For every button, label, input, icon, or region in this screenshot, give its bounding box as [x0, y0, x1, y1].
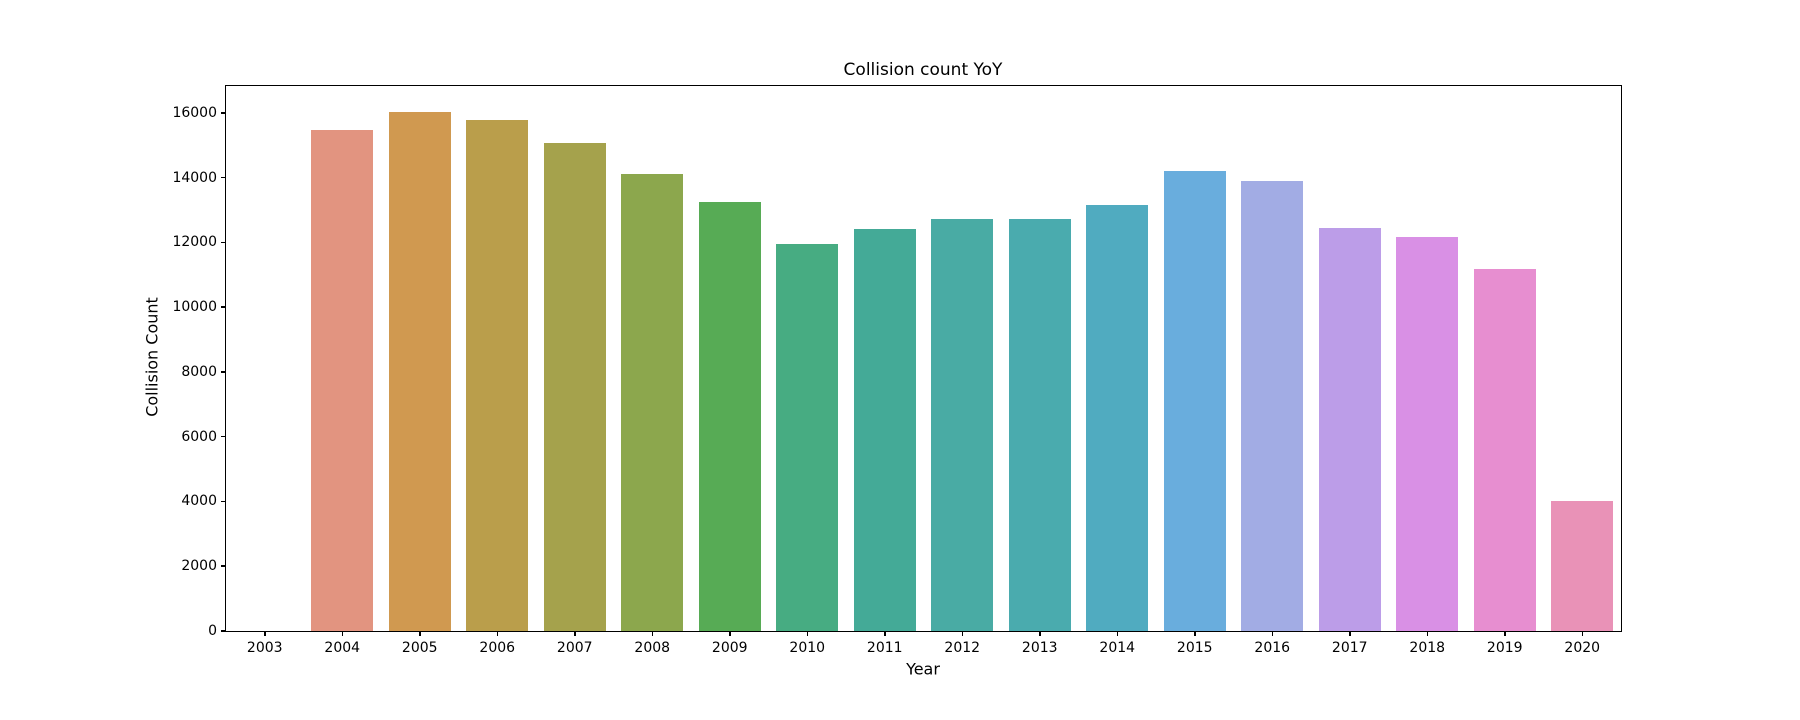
- y-tick-mark-8000: [221, 371, 226, 373]
- x-tick-label-2012: 2012: [944, 640, 981, 656]
- x-tick-label-2014: 2014: [1099, 640, 1136, 656]
- y-tick-label-16000: 16000: [172, 104, 217, 121]
- y-tick-mark-14000: [221, 176, 226, 179]
- x-tick-mark-2011: [884, 631, 886, 636]
- x-tick-mark-2014: [1116, 631, 1118, 636]
- x-tick-label-2009: 2009: [711, 640, 748, 656]
- bar-2014: [1086, 204, 1149, 631]
- y-tick-label-10000: 10000: [172, 299, 217, 316]
- x-tick-mark-2017: [1349, 631, 1351, 636]
- x-tick-label-2005: 2005: [401, 640, 438, 656]
- bar-2019: [1473, 268, 1536, 631]
- x-tick-label-2018: 2018: [1409, 640, 1446, 656]
- x-axis-label: Year: [906, 659, 940, 679]
- x-tick-mark-2005: [419, 631, 421, 636]
- bar-2013: [1008, 219, 1071, 631]
- y-tick-mark-0: [221, 630, 226, 632]
- y-axis-label: Collision Count: [142, 297, 162, 417]
- x-tick-label-2010: 2010: [789, 640, 826, 656]
- bar-2015: [1163, 170, 1226, 631]
- y-tick-mark-6000: [221, 435, 226, 438]
- y-tick-label-2000: 2000: [181, 558, 217, 575]
- bar-2011: [853, 229, 916, 631]
- bar-2018: [1396, 236, 1459, 631]
- x-tick-mark-2019: [1504, 631, 1506, 636]
- bar-2009: [698, 201, 761, 631]
- x-tick-label-2004: 2004: [324, 640, 361, 656]
- x-tick-mark-2016: [1271, 631, 1273, 636]
- x-tick-mark-2018: [1426, 631, 1428, 636]
- x-tick-label-2007: 2007: [556, 640, 593, 656]
- bar-2020: [1551, 501, 1614, 631]
- y-tick-mark-10000: [221, 306, 226, 308]
- x-tick-label-2016: 2016: [1254, 640, 1291, 656]
- x-tick-mark-2006: [496, 631, 498, 636]
- x-tick-label-2011: 2011: [866, 640, 903, 656]
- x-tick-label-2020: 2020: [1564, 640, 1601, 656]
- y-tick-mark-12000: [221, 241, 226, 244]
- x-tick-label-2006: 2006: [479, 640, 516, 656]
- x-tick-mark-2003: [264, 631, 266, 636]
- y-tick-label-12000: 12000: [172, 234, 217, 251]
- x-tick-label-2017: 2017: [1331, 640, 1368, 656]
- bar-2012: [931, 219, 994, 631]
- bar-2016: [1241, 180, 1304, 631]
- x-tick-mark-2012: [961, 631, 963, 636]
- bar-2005: [388, 111, 451, 631]
- bar-2017: [1318, 227, 1381, 631]
- x-tick-mark-2020: [1581, 631, 1583, 636]
- y-tick-mark-2000: [221, 565, 226, 567]
- y-tick-mark-4000: [221, 500, 226, 503]
- chart-title: Collision count YoY: [843, 60, 1003, 80]
- y-tick-label-8000: 8000: [181, 363, 217, 380]
- x-tick-mark-2010: [806, 631, 808, 636]
- y-tick-label-4000: 4000: [181, 493, 217, 510]
- bar-2010: [776, 244, 839, 631]
- bar-2007: [543, 142, 606, 631]
- x-tick-label-2015: 2015: [1176, 640, 1213, 656]
- bar-2006: [466, 120, 529, 631]
- x-tick-label-2008: 2008: [634, 640, 671, 656]
- x-tick-mark-2007: [574, 631, 576, 636]
- x-tick-label-2019: 2019: [1486, 640, 1523, 656]
- y-tick-label-6000: 6000: [181, 428, 217, 445]
- x-tick-label-2003: 2003: [246, 640, 283, 656]
- x-tick-mark-2009: [729, 631, 731, 636]
- x-tick-mark-2004: [341, 631, 343, 636]
- x-tick-mark-2015: [1194, 631, 1196, 636]
- x-tick-mark-2013: [1039, 631, 1041, 636]
- x-tick-mark-2008: [651, 631, 653, 636]
- bar-2004: [311, 130, 374, 631]
- bar-2008: [621, 173, 684, 631]
- plot-area: 2003 2004 2005 2006 2007 2008 2009 2010 2011 2012…: [172, 85, 1622, 656]
- y-tick-label-0: 0: [208, 623, 217, 639]
- y-tick-mark-16000: [221, 112, 226, 114]
- y-tick-label-14000: 14000: [172, 169, 217, 186]
- x-tick-label-2013: 2013: [1021, 640, 1058, 656]
